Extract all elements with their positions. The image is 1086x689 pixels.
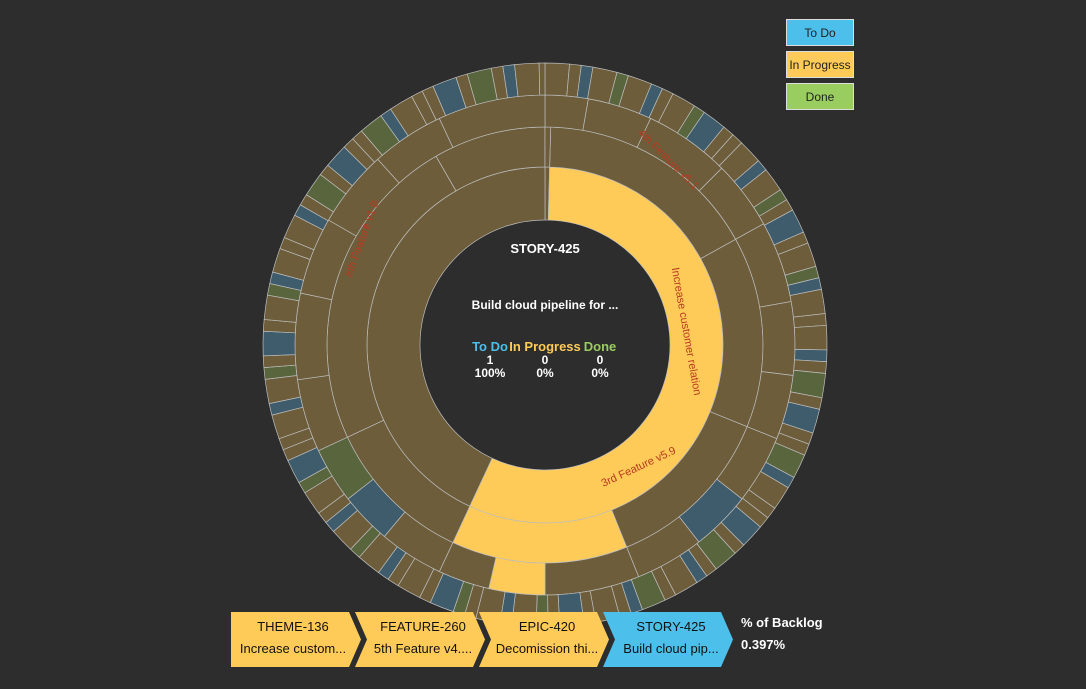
story-segment[interactable] xyxy=(794,324,828,351)
breadcrumb-id: EPIC-420 xyxy=(518,619,576,634)
center-todo-count: 1 xyxy=(487,353,494,367)
center-inprogress-count: 0 xyxy=(542,353,549,367)
breadcrumb-item-theme[interactable]: THEME-136 Increase custom... xyxy=(231,612,361,667)
epic-segment[interactable] xyxy=(294,292,333,381)
center-story-id: STORY-425 xyxy=(510,241,579,256)
center-done-percent: 0% xyxy=(591,366,609,380)
breadcrumb-shape xyxy=(603,612,733,667)
backlog-value: 0.397% xyxy=(741,637,786,652)
epic-segment[interactable] xyxy=(544,94,589,131)
center-inprogress-percent: 0% xyxy=(536,366,554,380)
story-segment[interactable] xyxy=(514,62,541,97)
breadcrumb-shape xyxy=(355,612,485,667)
breadcrumb-item-epic[interactable]: EPIC-420 Decomission thi... xyxy=(479,612,609,667)
epic-segment-selected[interactable] xyxy=(488,556,546,596)
center-done-count: 0 xyxy=(597,353,604,367)
story-segment[interactable] xyxy=(262,354,297,368)
story-segment[interactable] xyxy=(538,62,546,96)
center-todo-percent: 100% xyxy=(475,366,506,380)
backlog-label: % of Backlog xyxy=(741,615,823,630)
story-segment[interactable] xyxy=(544,62,570,97)
sunburst-arcs xyxy=(262,62,828,628)
breadcrumb-id: STORY-425 xyxy=(636,619,706,634)
legend-todo[interactable]: To Do xyxy=(786,19,854,46)
legend-in-progress[interactable]: In Progress xyxy=(786,51,854,78)
center-story-description: Build cloud pipeline for ... xyxy=(472,298,619,312)
feature-segment[interactable] xyxy=(544,126,552,168)
breadcrumb-description: 5th Feature v4.... xyxy=(373,641,473,656)
center-summary: STORY-425 Build cloud pipeline for ... T… xyxy=(472,241,619,380)
center-done-label: Done xyxy=(584,339,617,354)
breadcrumb-id: THEME-136 xyxy=(257,619,329,634)
backlog-percentage: % of Backlog 0.397% xyxy=(741,612,823,656)
center-inprogress-label: In Progress xyxy=(509,339,581,354)
breadcrumb-shape xyxy=(479,612,609,667)
breadcrumb-item-story[interactable]: STORY-425 Build cloud pip... xyxy=(603,612,733,667)
breadcrumb-id: FEATURE-260 xyxy=(380,619,466,634)
breadcrumb-description: Increase custom... xyxy=(239,641,347,656)
breadcrumb: THEME-136 Increase custom... FEATURE-260 5… xyxy=(231,612,831,667)
breadcrumb-description: Build cloud pip... xyxy=(623,641,719,656)
epic-segment[interactable] xyxy=(759,301,796,376)
breadcrumb-shape xyxy=(231,612,361,667)
breadcrumb-item-feature[interactable]: FEATURE-260 5th Feature v4.... xyxy=(355,612,485,667)
center-todo-label: To Do xyxy=(472,339,508,354)
legend-done[interactable]: Done xyxy=(786,83,854,110)
breadcrumb-description: Decomission thi... xyxy=(495,641,599,656)
story-segment[interactable] xyxy=(262,330,296,357)
